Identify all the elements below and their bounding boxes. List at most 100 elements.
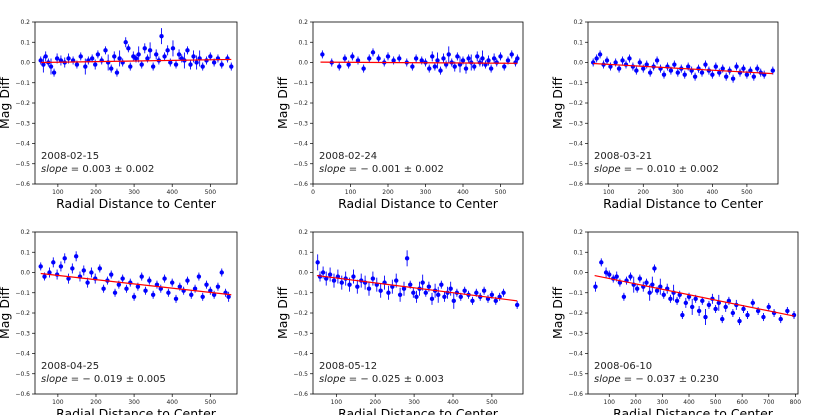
data-point bbox=[737, 318, 742, 324]
data-point bbox=[54, 56, 60, 61]
y-tick-label: −0.1 bbox=[293, 80, 308, 87]
x-axis-label: Radial Distance to Center bbox=[338, 196, 499, 211]
data-point bbox=[634, 68, 639, 73]
y-tick-label: −0.2 bbox=[568, 100, 583, 107]
data-point bbox=[74, 62, 80, 67]
data-point bbox=[367, 56, 372, 61]
data-point bbox=[143, 288, 148, 293]
data-point bbox=[324, 276, 329, 281]
y-tick-label: 0.2 bbox=[573, 19, 583, 26]
y-tick-label: 0.0 bbox=[20, 60, 30, 67]
fit-line bbox=[40, 272, 232, 296]
data-point bbox=[391, 58, 396, 63]
data-point bbox=[730, 76, 736, 81]
data-point bbox=[791, 312, 797, 318]
data-point bbox=[502, 64, 507, 69]
data-point bbox=[331, 278, 337, 283]
y-tick-label: −0.1 bbox=[293, 290, 308, 297]
data-point bbox=[726, 298, 732, 304]
data-point bbox=[593, 284, 598, 289]
y-tick-label: 0.1 bbox=[573, 39, 583, 46]
slope-value: = 0.003 ± 0.002 bbox=[68, 164, 155, 175]
y-tick-label: −0.1 bbox=[15, 80, 30, 87]
data-point bbox=[692, 74, 698, 79]
data-point bbox=[750, 300, 756, 306]
data-point bbox=[720, 66, 725, 71]
data-point bbox=[668, 296, 673, 302]
data-point bbox=[413, 56, 419, 61]
x-tick-label: 700 bbox=[763, 399, 775, 406]
slope-label: slope bbox=[594, 164, 621, 175]
data-point bbox=[674, 298, 680, 304]
y-tick-label: −0.4 bbox=[293, 141, 308, 148]
data-point bbox=[700, 298, 705, 304]
data-point bbox=[185, 48, 190, 53]
data-point bbox=[408, 282, 413, 287]
panel-date: 2008-02-15 bbox=[41, 151, 99, 162]
x-axis-label: Radial Distance to Center bbox=[338, 406, 499, 415]
data-point bbox=[446, 52, 451, 57]
data-point bbox=[150, 292, 156, 297]
y-axis-label: Mag Diff bbox=[275, 287, 290, 339]
data-point bbox=[475, 54, 480, 59]
data-point bbox=[170, 46, 176, 51]
data-point bbox=[755, 308, 761, 314]
data-point bbox=[608, 64, 613, 69]
data-point bbox=[480, 56, 485, 61]
data-point bbox=[112, 290, 118, 295]
data-point bbox=[386, 290, 391, 295]
y-tick-label: 0.2 bbox=[20, 19, 30, 26]
data-point bbox=[62, 256, 67, 261]
data-point bbox=[47, 270, 52, 275]
slope-value: = − 0.037 ± 0.230 bbox=[621, 374, 719, 385]
y-tick-label: 0.1 bbox=[298, 249, 308, 256]
slope-label: slope bbox=[41, 164, 68, 175]
data-point bbox=[481, 288, 487, 293]
data-point bbox=[211, 292, 217, 297]
data-point bbox=[95, 52, 101, 57]
panel-3: 0.2 0.1 0.0 −0.1 −0.2 −0.3 −0.4 −0.5 −0.6 100 200 3… bbox=[550, 19, 779, 211]
data-point bbox=[123, 40, 128, 45]
data-point bbox=[594, 56, 599, 61]
data-point bbox=[85, 280, 90, 285]
fit-line bbox=[593, 62, 773, 75]
data-point bbox=[120, 276, 125, 281]
data-point bbox=[116, 282, 122, 287]
data-point bbox=[200, 294, 205, 299]
data-point bbox=[351, 274, 356, 279]
data-point bbox=[432, 64, 438, 69]
data-point bbox=[385, 54, 391, 59]
x-tick-label: 600 bbox=[736, 399, 748, 406]
data-point bbox=[509, 52, 514, 57]
data-point bbox=[97, 266, 102, 271]
data-point bbox=[514, 302, 520, 308]
data-point bbox=[420, 280, 425, 285]
data-point bbox=[723, 74, 729, 79]
data-point bbox=[599, 260, 604, 265]
data-point bbox=[189, 292, 194, 297]
data-point bbox=[346, 62, 351, 67]
data-point bbox=[597, 52, 603, 57]
x-tick-label: 400 bbox=[166, 399, 178, 406]
data-point bbox=[159, 33, 164, 39]
fit-line bbox=[40, 58, 232, 64]
y-tick-label: 0.0 bbox=[573, 60, 583, 67]
slope-label: slope bbox=[319, 374, 346, 385]
data-point bbox=[135, 284, 141, 289]
data-point bbox=[690, 304, 695, 310]
data-point bbox=[661, 292, 666, 297]
y-tick-label: −0.5 bbox=[293, 161, 308, 168]
data-point bbox=[785, 308, 790, 314]
y-tick-label: −0.5 bbox=[568, 371, 583, 378]
data-point bbox=[723, 304, 728, 310]
data-point bbox=[429, 296, 435, 302]
data-point bbox=[128, 64, 133, 69]
data-point bbox=[51, 260, 56, 265]
data-point bbox=[685, 64, 691, 69]
fit-line bbox=[594, 274, 795, 317]
data-point bbox=[192, 286, 198, 291]
data-point bbox=[414, 294, 419, 299]
data-point bbox=[699, 70, 705, 75]
data-point bbox=[720, 316, 725, 322]
data-point bbox=[170, 280, 175, 285]
